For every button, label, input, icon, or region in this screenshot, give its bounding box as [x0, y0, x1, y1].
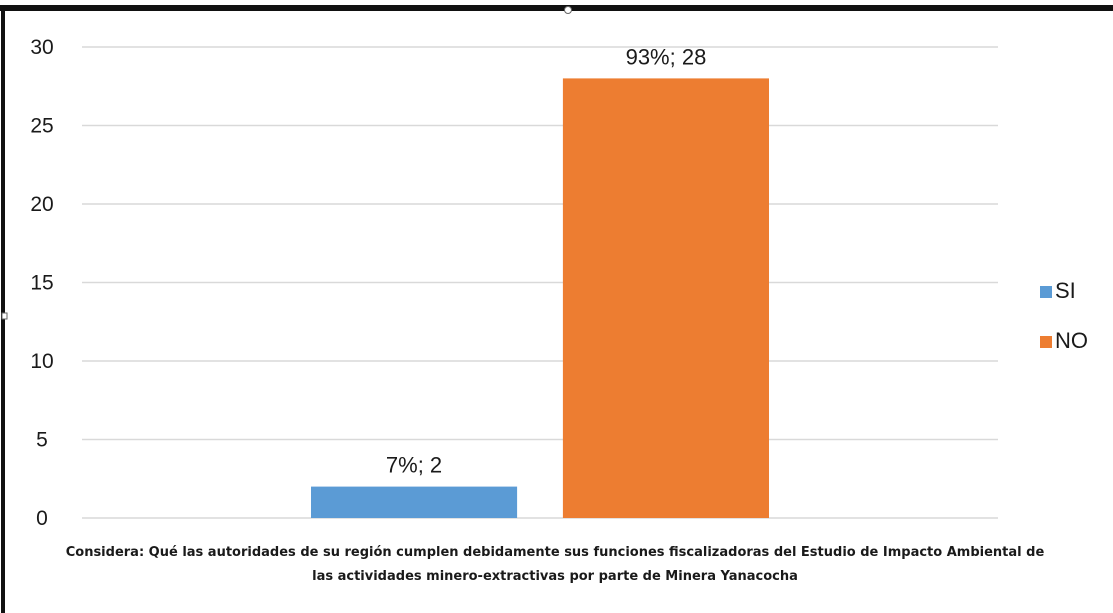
legend-label-no: NO [1055, 328, 1088, 353]
y-tick-label: 10 [30, 350, 53, 373]
legend-label-si: SI [1055, 278, 1076, 303]
frame-handle-top [564, 6, 572, 14]
legend-swatch-si [1040, 286, 1052, 298]
data-labels: 7%; 2 93%; 28 [386, 44, 706, 477]
y-tick-label: 25 [30, 115, 53, 138]
data-label-no: 93%; 28 [626, 44, 707, 69]
y-tick-label: 15 [30, 272, 53, 295]
grid-lines [82, 46, 998, 519]
y-tick-label: 0 [36, 507, 48, 530]
x-axis-label: Considera: Qué las autoridades de su reg… [65, 545, 1045, 584]
legend-swatch-no [1040, 336, 1052, 348]
data-label-si: 7%; 2 [386, 453, 442, 478]
bar-si [311, 486, 518, 518]
y-axis-ticks: 0 5 10 15 20 25 30 [30, 36, 53, 530]
y-tick-label: 5 [36, 429, 48, 452]
legend: SI NO [1040, 278, 1088, 353]
y-tick-label: 20 [30, 193, 53, 216]
bars [311, 78, 769, 519]
y-tick-label: 30 [30, 36, 53, 59]
frame-handle-left [1, 312, 8, 320]
bar-no [562, 78, 769, 519]
